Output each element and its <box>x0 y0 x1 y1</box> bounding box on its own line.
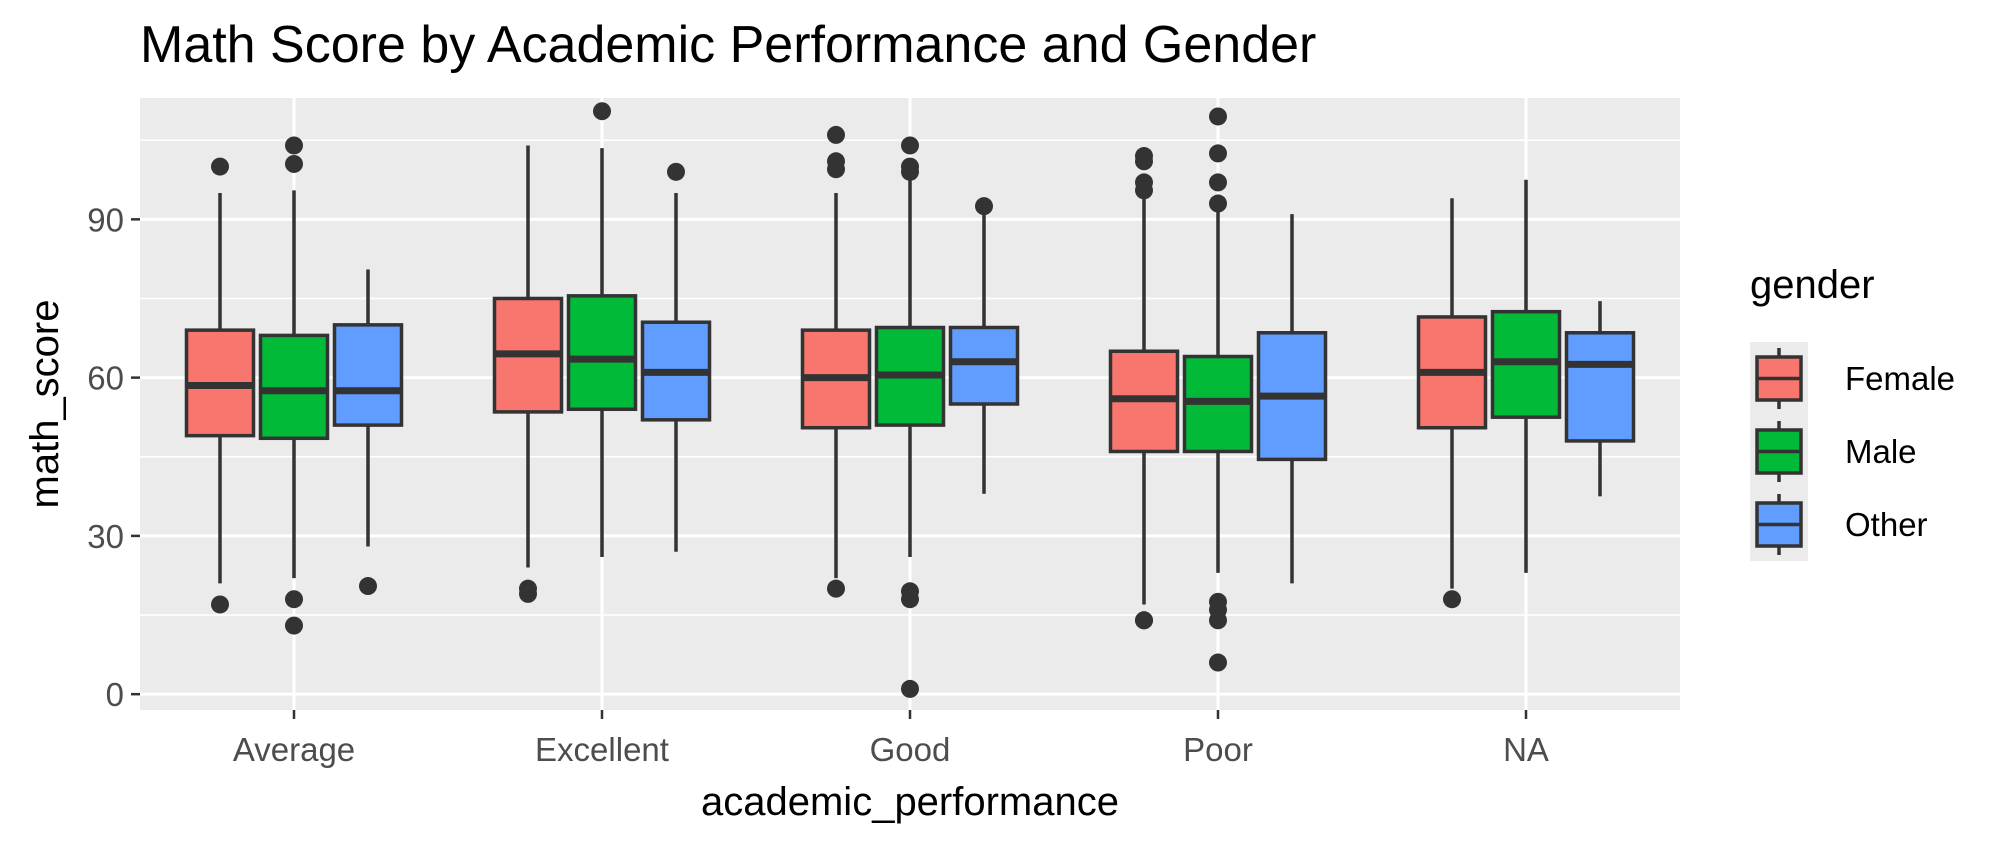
box-other-average <box>332 269 404 596</box>
box-female-na <box>1416 198 1488 609</box>
outlier-point <box>519 584 537 603</box>
box-male-na <box>1490 179 1562 573</box>
outlier-point <box>901 679 919 698</box>
x-tick-label: Excellent <box>535 731 669 768</box>
y-tick-label: 90 <box>87 201 124 238</box>
box-layer <box>184 102 1636 698</box>
iqr-box <box>566 294 638 412</box>
box-other-na <box>1564 301 1636 497</box>
outlier-point <box>667 162 685 181</box>
legend-item-female: Female <box>1750 342 1955 415</box>
box-female-good <box>800 125 872 598</box>
chart-title: Math Score by Academic Performance and G… <box>140 16 1316 74</box>
y-tick-label: 60 <box>87 360 124 397</box>
x-tick-label: Poor <box>1183 731 1253 768</box>
box-male-excellent <box>566 102 638 557</box>
box-male-average <box>258 136 330 635</box>
outlier-point <box>975 197 993 216</box>
outlier-point <box>901 162 919 181</box>
iqr-box <box>948 325 1020 406</box>
legend-label: Male <box>1845 433 1917 470</box>
outlier-point <box>827 160 845 179</box>
outlier-point <box>285 616 303 635</box>
outlier-point <box>1209 173 1227 192</box>
outlier-point <box>901 590 919 609</box>
outlier-point <box>359 577 377 596</box>
box-female-poor <box>1108 147 1180 630</box>
outlier-point <box>1209 611 1227 630</box>
iqr-box <box>332 323 404 427</box>
x-axis: Average Excellent Good Poor NA <box>233 710 1549 768</box>
outlier-point <box>593 102 611 121</box>
x-tick-label: NA <box>1503 731 1549 768</box>
outlier-point <box>211 157 229 176</box>
box-female-average <box>184 157 256 614</box>
outlier-point <box>285 590 303 609</box>
iqr-box <box>1564 331 1636 443</box>
outlier-point <box>1209 144 1227 163</box>
box-male-good <box>874 136 946 698</box>
box-male-poor <box>1182 107 1254 672</box>
y-tick-label: 30 <box>87 518 124 555</box>
outlier-point <box>1209 107 1227 126</box>
outlier-point <box>827 579 845 598</box>
outlier-point <box>827 125 845 144</box>
box-female-excellent <box>492 145 564 603</box>
outlier-point <box>1209 194 1227 213</box>
x-axis-title: academic_performance <box>701 780 1119 824</box>
legend-item-male: Male <box>1750 415 1917 488</box>
y-tick-label: 0 <box>106 676 124 713</box>
outlier-point <box>1209 653 1227 672</box>
box-other-poor <box>1256 214 1328 584</box>
box-other-excellent <box>640 162 712 552</box>
outlier-point <box>1135 611 1153 630</box>
iqr-box <box>258 333 330 441</box>
legend-title: gender <box>1750 263 1875 307</box>
y-axis: 0 30 60 90 <box>87 201 140 713</box>
outlier-point <box>211 595 229 614</box>
y-axis-title: math_score <box>23 300 67 509</box>
box-other-good <box>948 197 1020 494</box>
outlier-point <box>901 136 919 155</box>
legend-label: Other <box>1845 506 1928 543</box>
outlier-point <box>285 154 303 173</box>
legend-item-other: Other <box>1750 488 1928 561</box>
outlier-point <box>1135 152 1153 171</box>
outlier-point <box>1443 590 1461 609</box>
legend: gender Female Male Other <box>1750 263 1955 561</box>
outlier-point <box>1135 181 1153 200</box>
x-tick-label: Average <box>233 731 355 768</box>
outlier-point <box>285 136 303 155</box>
legend-label: Female <box>1845 360 1955 397</box>
x-tick-label: Good <box>870 731 951 768</box>
